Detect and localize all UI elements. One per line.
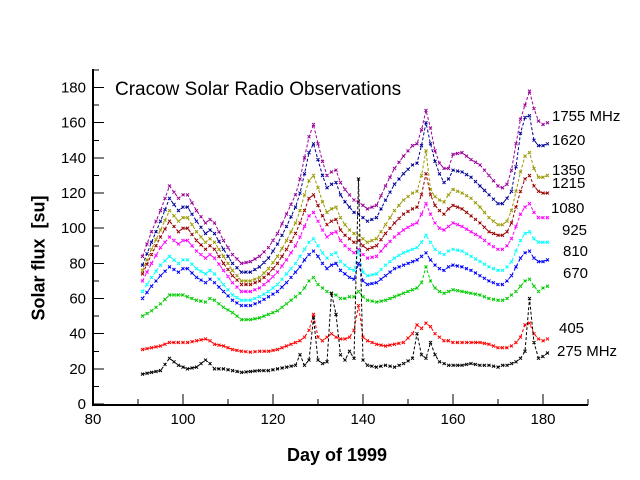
series-label-925: 925	[562, 222, 588, 239]
y-tick-label: 80	[69, 255, 86, 272]
series-label-405: 405	[559, 320, 585, 337]
series-line-925	[142, 231, 548, 301]
series-markers-1215	[140, 171, 550, 287]
series-markers-1080	[140, 201, 550, 294]
series-line-1215	[142, 173, 548, 285]
series-label-1755mhz: 1755 MHz	[552, 108, 621, 125]
x-tick-label: 80	[85, 411, 102, 428]
series-line-1620	[142, 115, 548, 273]
y-tick-label: 40	[69, 326, 86, 343]
series-line-1350	[142, 150, 548, 282]
series-label-275mhz: 275 MHz	[557, 343, 618, 360]
y-tick-label: 100	[61, 220, 86, 237]
y-tick-label: 0	[78, 396, 86, 413]
y-tick-label: 180	[61, 80, 86, 97]
series-markers-1350	[140, 149, 550, 283]
series-markers-1755	[140, 89, 550, 266]
x-axis-label: Day of 1999	[286, 445, 388, 465]
y-tick-label: 60	[69, 291, 86, 308]
series-label-1080: 1080	[551, 200, 585, 217]
series-markers-275	[140, 177, 550, 376]
series-label-1620: 1620	[552, 132, 586, 149]
x-tick-label: 140	[350, 411, 375, 428]
chart-title: Cracow Solar Radio Observations	[115, 79, 402, 100]
series-markers-670	[140, 265, 550, 322]
series-label-1215: 1215	[552, 175, 586, 192]
series-line-405	[142, 305, 548, 353]
series-line-275	[142, 178, 548, 375]
series-line-1755	[142, 89, 548, 264]
series-line-1080	[142, 202, 548, 292]
series-markers-925	[140, 229, 550, 303]
y-tick-label: 20	[69, 361, 86, 378]
x-tick-label: 120	[260, 411, 285, 428]
series-markers-810	[140, 249, 550, 308]
series-line-670	[142, 265, 548, 321]
y-tick-label: 140	[61, 150, 86, 167]
series-markers-1620	[140, 113, 550, 275]
series-markers-405	[140, 303, 550, 354]
series-label-1350: 1350	[552, 162, 586, 179]
series-label-810: 810	[563, 243, 589, 260]
y-tick-label: 120	[61, 185, 86, 202]
series-line-810	[142, 250, 548, 307]
series-label-670: 670	[563, 265, 589, 282]
x-tick-label: 180	[530, 411, 555, 428]
y-tick-label: 160	[61, 115, 86, 132]
x-tick-label: 100	[170, 411, 195, 428]
y-axis-label: Solar flux [su]	[28, 195, 49, 321]
x-tick-label: 160	[440, 411, 465, 428]
